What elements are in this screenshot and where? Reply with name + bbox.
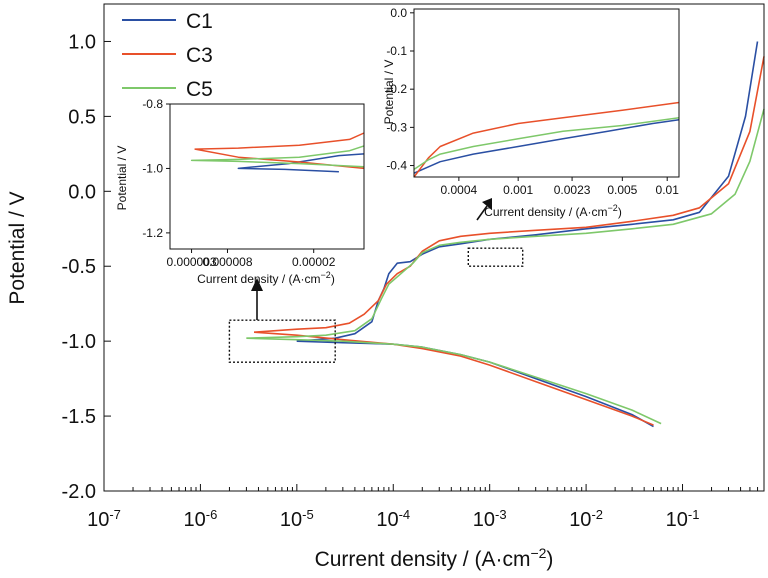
curve-c3-anodic xyxy=(254,56,765,333)
main-plot-frame xyxy=(103,3,765,492)
curve-c5-cathodic xyxy=(246,337,662,425)
main-y-tick-label: -1.0 xyxy=(62,331,96,353)
insetR-y-tick-label: -0.2 xyxy=(386,82,407,96)
main-y-tick-label: 0.5 xyxy=(68,106,96,128)
main-x-ticks: 10-7 10-6 10-5 10-4 10-3 10-2 10-1 xyxy=(87,484,759,532)
right-inset-y-ticks: 0.0 -0.1 -0.2 -0.3 -0.4 xyxy=(386,6,414,173)
right-inset-x-ticks: 0.0004 0.001 0.0023 0.005 0.01 xyxy=(441,177,680,197)
insetR-y-tick-label: -0.1 xyxy=(386,44,407,58)
main-plot: 10-7 10-6 10-5 10-4 10-3 10-2 10-1 1.0 0.5 0.0 -0… xyxy=(6,3,765,571)
insetL-y-tick-label: -1.2 xyxy=(142,226,163,240)
arrow-to-right-inset xyxy=(476,205,488,221)
legend-label-c5: C5 xyxy=(186,78,213,101)
zoom-boxes xyxy=(228,247,524,363)
legend-entry-c3: C3 xyxy=(122,44,213,67)
insetL-curve-c5 xyxy=(190,145,365,168)
left-inset-y-ticks: -0.8 -1.0 -1.2 xyxy=(142,97,170,240)
insetR-x-tick-label: 0.005 xyxy=(607,183,637,197)
insetR-y-tick-label: 0.0 xyxy=(390,6,407,20)
insetL-x-tick-label: 0.00002 xyxy=(292,255,336,269)
insetL-y-tick-label: -1.0 xyxy=(142,161,163,175)
insetL-x-tick-label: 0.000008 xyxy=(202,255,252,269)
right-inset-frame xyxy=(413,8,680,178)
insetR-y-tick-label: -0.4 xyxy=(386,159,407,173)
main-x-tick-label: 10-1 xyxy=(666,507,700,532)
main-x-tick-label: 10-3 xyxy=(473,507,507,532)
insetR-curve-c3 xyxy=(413,101,680,178)
legend-entry-c1: C1 xyxy=(122,10,213,33)
left-inset-y-axis-label: Potential / V xyxy=(115,146,129,211)
insetR-x-tick-label: 0.001 xyxy=(503,183,533,197)
insetL-curve-c1 xyxy=(237,153,365,173)
main-x-axis-label: Current density / (A·cm−2) xyxy=(315,545,554,571)
insetL-x-tick-label: 0.000003 xyxy=(167,255,217,269)
insetR-x-tick-label: 0.0023 xyxy=(554,183,591,197)
main-y-axis-label: Potential / V xyxy=(6,191,29,304)
main-y-ticks: 1.0 0.5 0.0 -0.5 -1.0 -1.5 -2.0 xyxy=(62,31,111,503)
main-x-tick-label: 10-2 xyxy=(569,507,603,532)
right-inset-background xyxy=(414,9,679,177)
insetR-x-tick-label: 0.01 xyxy=(656,183,680,197)
right-inset-y-axis-label: Potential / V xyxy=(382,60,396,125)
zoom-box-1 xyxy=(228,319,336,363)
insetR-curve-c5 xyxy=(413,117,680,171)
main-x-tick-label: 10-5 xyxy=(280,507,314,532)
left-inset-background xyxy=(170,104,364,249)
main-y-tick-label: -0.5 xyxy=(62,256,96,278)
legend-entry-c5: C5 xyxy=(122,78,213,101)
insetR-x-tick-label: 0.0004 xyxy=(441,183,478,197)
left-inset-curves xyxy=(190,132,365,173)
legend: C1 C3 C5 xyxy=(122,10,213,101)
insetR-curve-c1 xyxy=(413,118,680,174)
insetL-curve-c3 xyxy=(194,132,365,170)
curve-c3-cathodic xyxy=(254,331,654,426)
main-y-tick-label: -2.0 xyxy=(62,481,96,503)
arrow-head-left-inset xyxy=(251,278,263,291)
main-x-tick-label: 10-6 xyxy=(184,507,218,532)
insetR-y-tick-label: -0.3 xyxy=(386,120,407,134)
left-inset-frame xyxy=(169,103,365,250)
main-y-tick-label: 0.0 xyxy=(68,181,96,203)
main-x-tick-label: 10-4 xyxy=(376,507,410,532)
curve-c5-anodic xyxy=(246,108,765,339)
main-y-tick-label: -1.5 xyxy=(62,406,96,428)
right-inset-x-axis-label: Current density / (A·cm−2) xyxy=(484,203,622,219)
zoom-box-2 xyxy=(467,247,524,267)
arrow-head-right-inset xyxy=(482,198,492,210)
main-y-tick-label: 1.0 xyxy=(68,31,96,53)
curve-c1-cathodic xyxy=(296,340,654,428)
main-x-tick-label: 10-7 xyxy=(87,507,121,532)
right-inset: 0.0004 0.001 0.0023 0.005 0.01 0.0 -0.1 -0.2 -0… xyxy=(382,6,680,219)
insetL-y-tick-label: -0.8 xyxy=(142,97,163,111)
right-inset-curves xyxy=(413,101,680,178)
main-curves xyxy=(246,41,765,428)
legend-label-c3: C3 xyxy=(186,44,213,67)
left-inset-x-axis-label: Current density / (A·cm−2) xyxy=(197,270,335,286)
inset-pointer-arrows xyxy=(251,198,492,320)
legend-label-c1: C1 xyxy=(186,10,213,33)
